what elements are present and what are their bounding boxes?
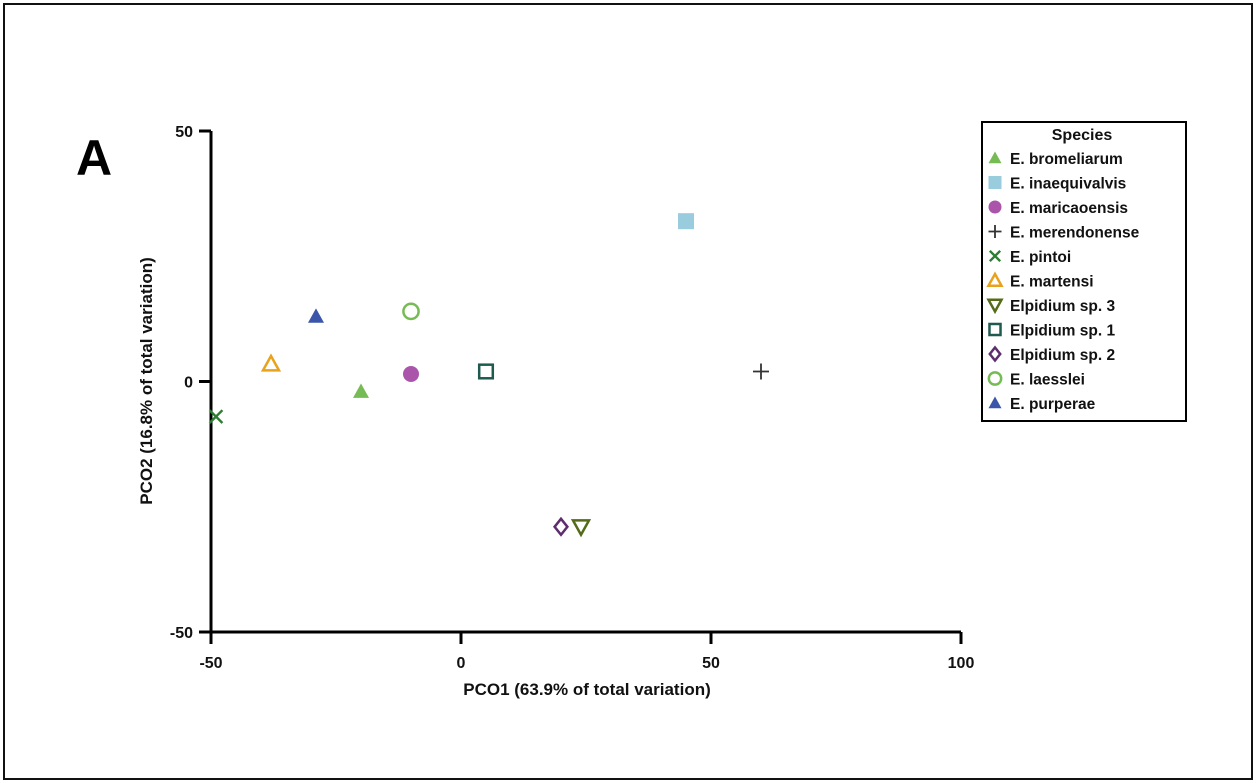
legend-entry-label: E. bromeliarum (1010, 151, 1123, 168)
y-tick-label: -50 (170, 625, 193, 642)
legend-marker-icon (986, 271, 1004, 287)
legend-entry-label: E. laesslei (1010, 372, 1085, 389)
legend-marker-icon (987, 371, 1003, 386)
legend-marker-icon (988, 151, 1002, 164)
data-point (402, 302, 420, 321)
legend-marker-icon (988, 322, 1002, 337)
legend-marker-icon (988, 249, 1002, 263)
panel-label: A (76, 130, 112, 186)
data-point (260, 353, 282, 372)
legend-entry-label: E. martensi (1010, 274, 1094, 291)
legend-items: E. bromeliarum E. inaequivalvis E. maricao… (986, 151, 1140, 413)
legend-entry-label: Elpidium sp. 1 (1010, 323, 1115, 340)
axis-ticks: -50 0 50 100 -50 0 50 (170, 124, 975, 672)
legend-marker-icon (988, 396, 1002, 409)
y-tick-label: 50 (175, 124, 193, 141)
legend-entry-label: E. purperae (1010, 396, 1096, 413)
data-point (353, 383, 369, 398)
legend-marker-icon (986, 298, 1004, 315)
data-point (570, 519, 592, 538)
legend-marker-icon (988, 225, 1002, 238)
data-point (753, 363, 769, 380)
legend-title: Species (1052, 127, 1113, 144)
legend-marker-icon (988, 200, 1002, 214)
data-points (208, 213, 769, 538)
legend-marker-icon (988, 345, 1002, 363)
data-point (477, 363, 495, 380)
data-point (678, 213, 694, 230)
x-tick-label: 100 (948, 655, 975, 672)
data-point (208, 409, 224, 424)
data-point (552, 516, 570, 537)
legend-entry-label: E. pintoi (1010, 249, 1071, 266)
x-tick-label: -50 (199, 655, 222, 672)
data-point (403, 365, 419, 382)
legend-entry-label: E. maricaoensis (1010, 200, 1128, 217)
y-tick-label: 0 (184, 375, 193, 392)
legend-marker-icon (988, 176, 1002, 189)
x-axis-title: PCO1 (63.9% of total variation) (463, 680, 711, 699)
data-point (308, 308, 324, 323)
legend-entry-label: Elpidium sp. 3 (1010, 298, 1115, 315)
legend-entry-label: Elpidium sp. 2 (1010, 347, 1115, 364)
legend-entry-label: E. merendonense (1010, 225, 1140, 242)
x-tick-label: 0 (457, 655, 466, 672)
x-tick-label: 50 (702, 655, 720, 672)
legend-box (981, 121, 1187, 422)
axes (209, 131, 961, 634)
legend-entry-label: E. inaequivalvis (1010, 176, 1126, 193)
y-axis-title: PCO2 (16.8% of total variation) (137, 257, 156, 505)
